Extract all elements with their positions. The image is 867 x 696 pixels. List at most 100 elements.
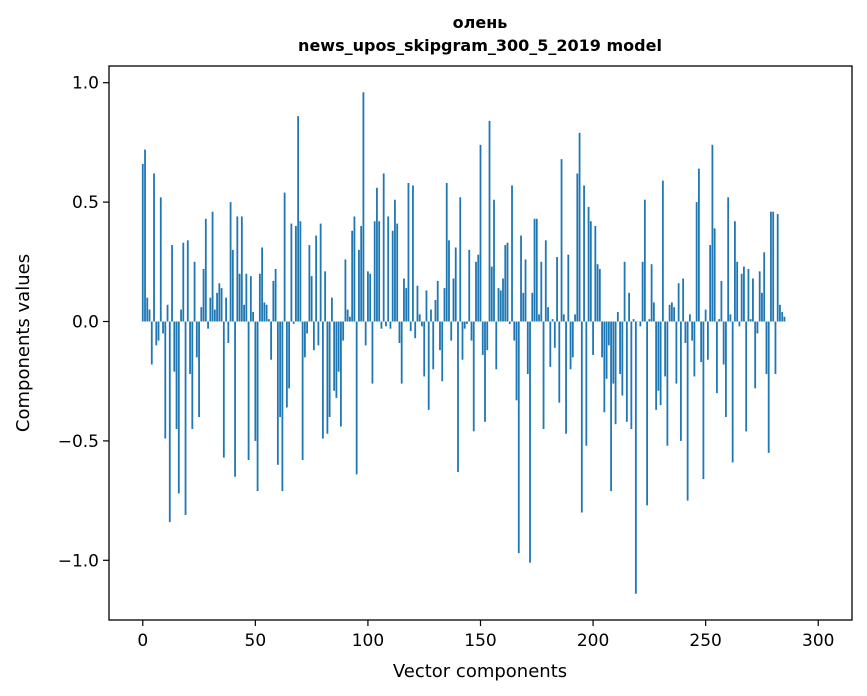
bar-83 — [328, 321, 331, 418]
bar-106 — [380, 321, 383, 329]
bar-0 — [141, 163, 144, 322]
bar-95 — [355, 321, 358, 475]
bar-53 — [261, 247, 263, 322]
y-tick-label: 1.0 — [72, 74, 99, 94]
bar-197 — [585, 321, 588, 446]
bar-121 — [414, 321, 417, 339]
bar-102 — [371, 321, 374, 384]
bar-173 — [531, 292, 534, 322]
x-tick-label: 250 — [689, 631, 721, 651]
bar-209 — [612, 321, 615, 384]
bar-149 — [477, 254, 480, 322]
bar-284 — [781, 311, 784, 322]
bar-208 — [610, 321, 612, 492]
bar-192 — [574, 314, 576, 322]
bar-146 — [470, 321, 473, 341]
bar-180 — [547, 307, 549, 322]
bar-256 — [718, 319, 721, 322]
bar-62 — [281, 321, 284, 492]
bar-133 — [441, 321, 444, 382]
bar-25 — [198, 321, 200, 418]
chart-title-line1: олень — [453, 13, 508, 32]
bar-136 — [448, 240, 450, 322]
bar-28 — [204, 218, 207, 322]
bar-79 — [319, 223, 322, 322]
bar-101 — [369, 273, 372, 322]
bar-178 — [542, 321, 545, 429]
bar-227 — [652, 302, 655, 322]
bar-8 — [159, 197, 162, 322]
bar-280 — [772, 211, 775, 322]
bar-205 — [603, 321, 606, 413]
bar-217 — [630, 321, 633, 429]
plot-frame — [108, 65, 853, 621]
bar-120 — [412, 185, 414, 322]
bar-277 — [765, 321, 768, 375]
bar-252 — [709, 245, 712, 322]
bar-236 — [673, 307, 676, 322]
bar-93 — [351, 230, 354, 322]
bar-152 — [484, 321, 486, 422]
bar-89 — [342, 321, 345, 341]
bar-108 — [385, 321, 387, 327]
bar-141 — [459, 197, 462, 322]
bar-140 — [457, 321, 459, 472]
x-tick-label: 300 — [802, 631, 834, 651]
bar-27 — [202, 268, 205, 322]
bar-281 — [774, 321, 777, 375]
bar-57 — [270, 321, 273, 360]
bar-194 — [578, 132, 581, 322]
bar-241 — [684, 321, 687, 343]
bar-193 — [576, 173, 579, 322]
bar-183 — [553, 321, 556, 348]
bar-156 — [493, 199, 495, 322]
bar-105 — [378, 221, 381, 322]
bar-201 — [594, 225, 597, 322]
bar-270 — [749, 319, 752, 322]
bar-184 — [556, 257, 558, 322]
bar-181 — [549, 321, 552, 367]
y-ticks: −1.0 −0.5 0.0 0.5 1.0 — [58, 74, 109, 571]
bar-253 — [711, 144, 714, 322]
bar-196 — [583, 185, 585, 322]
bar-18 — [182, 242, 185, 322]
y-tick-label: −1.0 — [58, 551, 99, 571]
bar-68 — [294, 225, 297, 322]
bar-70 — [299, 221, 302, 322]
bar-2 — [146, 297, 149, 322]
y-axis-label: Components values — [13, 254, 34, 432]
bar-243 — [688, 314, 691, 322]
bar-254 — [713, 228, 716, 322]
bar-14 — [173, 321, 176, 372]
bar-172 — [529, 321, 531, 563]
bar-72 — [303, 321, 306, 358]
bar-151 — [481, 321, 484, 355]
x-axis-label: Vector components — [393, 661, 567, 682]
bar-155 — [490, 266, 493, 322]
bar-235 — [670, 302, 673, 322]
bar-283 — [779, 304, 781, 322]
bar-228 — [655, 321, 658, 410]
bar-1 — [144, 149, 146, 322]
bar-129 — [432, 321, 435, 370]
bar-75 — [310, 276, 313, 322]
bar-47 — [247, 321, 250, 461]
bar-210 — [614, 321, 617, 425]
bar-150 — [479, 144, 482, 322]
x-tick-label: 150 — [464, 631, 496, 651]
bar-261 — [729, 314, 732, 322]
bar-127 — [427, 321, 430, 410]
bar-36 — [222, 321, 225, 458]
bar-3 — [148, 309, 151, 322]
bar-175 — [535, 218, 538, 322]
bar-16 — [177, 321, 180, 494]
bar-279 — [770, 211, 772, 322]
bar-230 — [659, 321, 662, 406]
bar-265 — [738, 321, 741, 327]
bar-207 — [607, 321, 610, 346]
bar-164 — [511, 185, 513, 322]
y-tick-label: 0.0 — [72, 313, 99, 333]
bars-group — [141, 92, 786, 594]
bar-245 — [693, 321, 696, 377]
bar-214 — [623, 261, 626, 322]
